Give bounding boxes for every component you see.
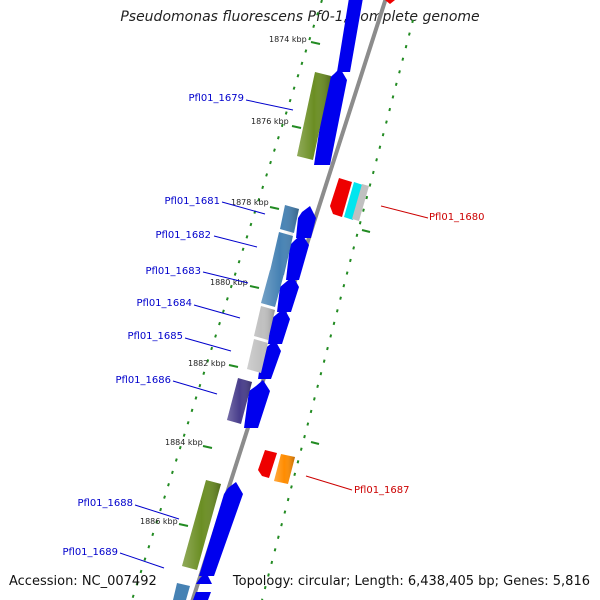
leader-line <box>184 337 232 352</box>
reverse-track <box>258 0 395 484</box>
cds-arrow[interactable] <box>193 592 211 600</box>
topology-text: Topology: circular; Length: 6,438,405 bp… <box>232 574 590 589</box>
leader-line <box>213 235 258 248</box>
cds-arrow[interactable] <box>314 68 347 165</box>
cds-arrow[interactable] <box>277 276 299 312</box>
cds-arrow[interactable] <box>268 308 290 344</box>
gene-label[interactable]: Pfl01_1687 <box>354 485 410 496</box>
tick-guides <box>131 0 414 600</box>
kbp-tick <box>178 523 189 527</box>
gene-label[interactable]: Pfl01_1679 <box>188 93 244 104</box>
leader-line <box>245 99 294 111</box>
map-title: Pseudomonas fluorescens Pf0-1, complete … <box>120 9 480 25</box>
kbp-label: 1884 kbp <box>165 438 203 447</box>
kbp-tick <box>228 364 239 368</box>
cds-arrow[interactable] <box>199 482 243 576</box>
gene-label[interactable]: Pfl01_1681 <box>164 196 220 207</box>
gene-label[interactable]: Pfl01_1689 <box>62 547 118 558</box>
gene-label[interactable]: Pfl01_1682 <box>155 230 211 241</box>
cds-arrow[interactable] <box>196 572 212 584</box>
outer-tick-line <box>261 19 414 600</box>
kbp-tick <box>310 441 320 445</box>
kbp-tick <box>310 41 321 45</box>
accession-text: Accession: NC_007492 <box>9 574 157 589</box>
kbp-tick <box>249 285 260 289</box>
gene-bar-1680-cyan[interactable] <box>344 182 363 220</box>
leader-line <box>380 205 429 219</box>
gene-bar-1689[interactable] <box>173 583 190 600</box>
kbp-tick <box>269 206 280 210</box>
cds-arrow[interactable] <box>244 380 270 428</box>
kbp-label: 1886 kbp <box>140 517 178 526</box>
gene-labels: Pfl01_1679 Pfl01_1681 Pfl01_1682 Pfl01_1… <box>62 93 484 558</box>
kbp-label: 1876 kbp <box>251 117 289 126</box>
kbp-tick <box>361 229 371 233</box>
cds-arrow[interactable] <box>337 0 363 72</box>
gene-bar-edge[interactable] <box>385 0 395 4</box>
gene-track <box>173 72 331 600</box>
kbp-label: 1882 kbp <box>188 359 226 368</box>
cds-track <box>193 0 363 600</box>
gene-label[interactable]: Pfl01_1684 <box>136 298 192 309</box>
leader-line <box>305 475 353 491</box>
gene-bar-1680-silver[interactable] <box>352 184 369 221</box>
kbp-label: 1880 kbp <box>210 278 248 287</box>
kbp-tick <box>291 125 302 129</box>
cds-arrow[interactable] <box>296 206 316 238</box>
kbp-label: 1874 kbp <box>269 35 307 44</box>
kbp-ticks <box>178 41 371 527</box>
gene-bar-1687[interactable] <box>258 450 277 478</box>
cds-arrow[interactable] <box>286 234 309 280</box>
gene-label[interactable]: Pfl01_1685 <box>127 331 183 342</box>
gene-bar-1680[interactable] <box>330 178 352 217</box>
leader-line <box>172 380 218 395</box>
gene-label[interactable]: Pfl01_1686 <box>115 375 171 386</box>
leader-line <box>202 271 249 284</box>
leader-line <box>193 304 241 319</box>
kbp-label: 1878 kbp <box>231 198 269 207</box>
gene-label[interactable]: Pfl01_1683 <box>145 266 201 277</box>
gene-label[interactable]: Pfl01_1680 <box>429 212 485 223</box>
inner-tick-line <box>131 0 323 600</box>
leader-line <box>134 504 180 520</box>
kbp-tick <box>202 445 213 449</box>
gene-label[interactable]: Pfl01_1688 <box>77 498 133 509</box>
leader-lines <box>119 99 429 569</box>
leader-line <box>119 552 165 569</box>
leader-line <box>221 201 266 215</box>
